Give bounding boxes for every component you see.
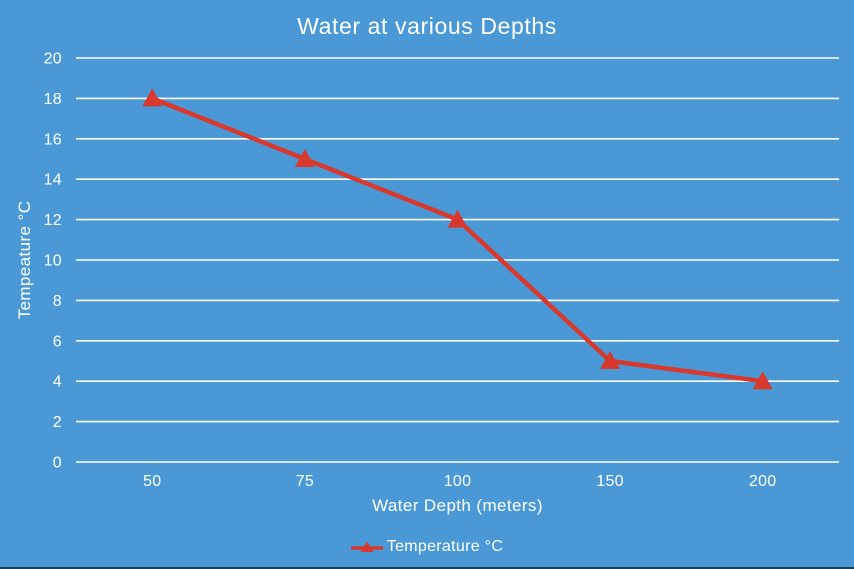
x-axis-title: Water Depth (meters)	[372, 496, 543, 515]
x-tick-label: 150	[596, 473, 624, 490]
y-tick-label: 20	[44, 51, 62, 68]
legend-item-temperature: Temperature °C	[350, 538, 504, 556]
y-tick-label: 2	[53, 414, 62, 431]
y-tick-label: 8	[53, 293, 62, 310]
legend-label: Temperature °C	[386, 538, 504, 555]
legend-line-triangle-marker-icon	[350, 541, 383, 552]
y-tick-label: 4	[53, 374, 62, 391]
y-tick-label: 14	[44, 172, 62, 189]
chart-title: Water at various Depths	[297, 13, 557, 39]
data-point-marker	[447, 209, 468, 228]
y-tick-label: 0	[53, 455, 62, 472]
legend: Temperature °C	[0, 538, 854, 556]
y-tick-label: 12	[44, 212, 62, 229]
data-point-marker	[600, 351, 621, 369]
x-tick-label: 100	[444, 473, 472, 490]
x-tick-label: 200	[749, 473, 777, 490]
y-tick-label: 18	[44, 91, 62, 108]
y-tick-label: 16	[44, 131, 62, 148]
window-bottom-edge	[0, 567, 854, 569]
data-point-marker	[294, 149, 315, 167]
series-line	[151, 96, 763, 384]
y-tick-label: 6	[53, 333, 62, 350]
x-tick-label: 50	[143, 473, 161, 490]
x-tick-label: 75	[296, 473, 314, 490]
data-point-marker	[752, 371, 773, 390]
data-point-marker	[142, 88, 163, 107]
y-tick-label: 10	[44, 253, 62, 270]
